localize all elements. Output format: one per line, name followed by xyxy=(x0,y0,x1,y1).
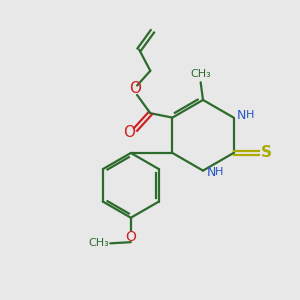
Text: S: S xyxy=(260,146,272,160)
Text: H: H xyxy=(246,110,254,120)
Text: O: O xyxy=(123,125,135,140)
Text: N: N xyxy=(207,166,216,178)
Text: O: O xyxy=(125,230,136,244)
Text: O: O xyxy=(130,81,142,96)
Text: N: N xyxy=(237,109,247,122)
Text: CH₃: CH₃ xyxy=(89,238,110,248)
Text: H: H xyxy=(215,167,224,177)
Text: CH₃: CH₃ xyxy=(190,69,211,79)
